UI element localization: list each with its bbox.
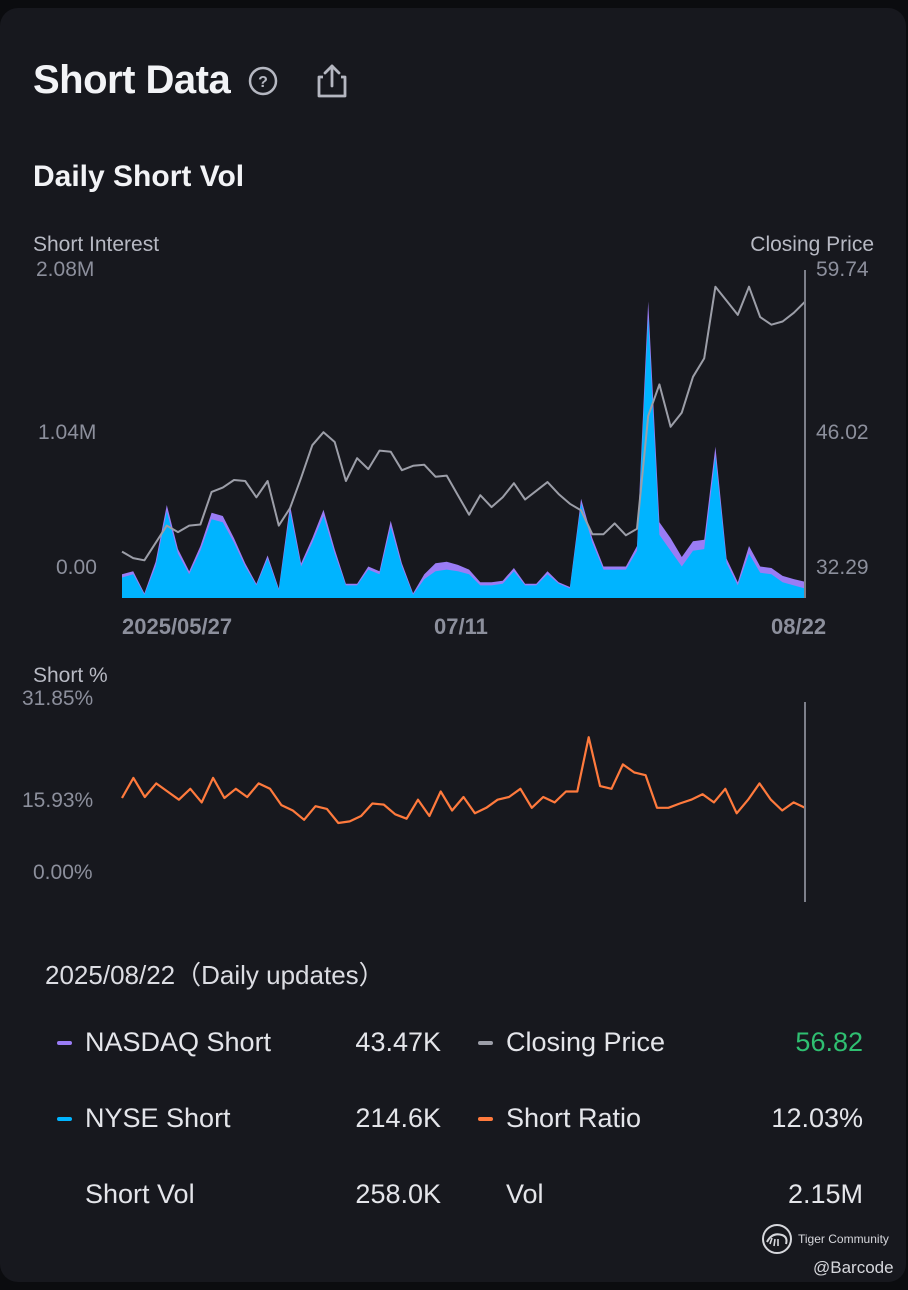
right-axis-title: Closing Price: [750, 233, 874, 256]
short-pct-tick-max: 31.85%: [22, 687, 94, 710]
nyse-short-area: [122, 317, 805, 598]
svg-text:?: ?: [258, 74, 268, 91]
nasdaq-short-label: NASDAQ Short: [85, 1027, 272, 1057]
right-tick-mid: 46.02: [816, 421, 869, 444]
nyse-short-value: 214.6K: [355, 1103, 441, 1133]
watermark-user: @Barcode: [813, 1258, 894, 1277]
left-tick-mid: 1.04M: [38, 421, 97, 444]
nasdaq-short-area: [122, 301, 805, 598]
nyse-legend-swatch: [57, 1117, 72, 1121]
closing-price-label: Closing Price: [506, 1027, 666, 1057]
right-tick-min: 32.29: [816, 556, 869, 579]
x-tick-start: 2025/05/27: [122, 614, 233, 639]
short-vol-label: Short Vol: [85, 1179, 195, 1209]
left-tick-max: 2.08M: [36, 258, 95, 281]
right-tick-mid-clip: 46.02: [816, 419, 874, 449]
watermark-brand: Tiger Community: [798, 1232, 889, 1246]
vol-label: Vol: [506, 1179, 544, 1209]
x-tick-end: 08/22: [771, 614, 827, 639]
short-volume-charts[interactable]: [0, 0, 908, 920]
right-tick-max-clip: 59.74: [816, 256, 874, 286]
x-tick-mid: 07/11: [434, 614, 488, 639]
short-pct-tick-mid: 15.93%: [22, 789, 94, 812]
short-pct-tick-min: 0.00%: [33, 861, 93, 884]
left-tick-min: 0.00: [56, 556, 97, 579]
vol-value: 2.15M: [787, 1179, 863, 1209]
closing-price-line: [121, 285, 806, 562]
nasdaq-short-value: 43.47K: [355, 1027, 441, 1057]
closing-price-legend-swatch: [478, 1041, 493, 1045]
page-title: Short Data: [33, 58, 231, 102]
nyse-short-label: NYSE Short: [85, 1103, 231, 1133]
tiger-logo-icon: [762, 1224, 792, 1254]
nasdaq-legend-swatch: [57, 1041, 72, 1045]
short-vol-value: 258.0K: [355, 1179, 441, 1209]
short-ratio-legend-swatch: [478, 1117, 493, 1121]
left-axis-title: Short Interest: [33, 233, 160, 256]
short-ratio-value: 12.03%: [771, 1103, 863, 1133]
section-title: Daily Short Vol: [33, 160, 245, 193]
short-ratio-line: [121, 736, 806, 825]
right-tick-min-clip: 32.29: [816, 554, 874, 584]
right-tick-max: 59.74: [816, 258, 869, 281]
question-circle-icon[interactable]: ?: [248, 66, 278, 96]
short-pct-axis-title: Short %: [33, 664, 108, 687]
summary-panel: [33, 940, 873, 1240]
closing-price-value: 56.82: [795, 1027, 863, 1057]
summary-date: 2025/08/22（Daily updates）: [45, 960, 385, 990]
short-ratio-label: Short Ratio: [506, 1103, 642, 1133]
share-icon[interactable]: [314, 62, 350, 100]
